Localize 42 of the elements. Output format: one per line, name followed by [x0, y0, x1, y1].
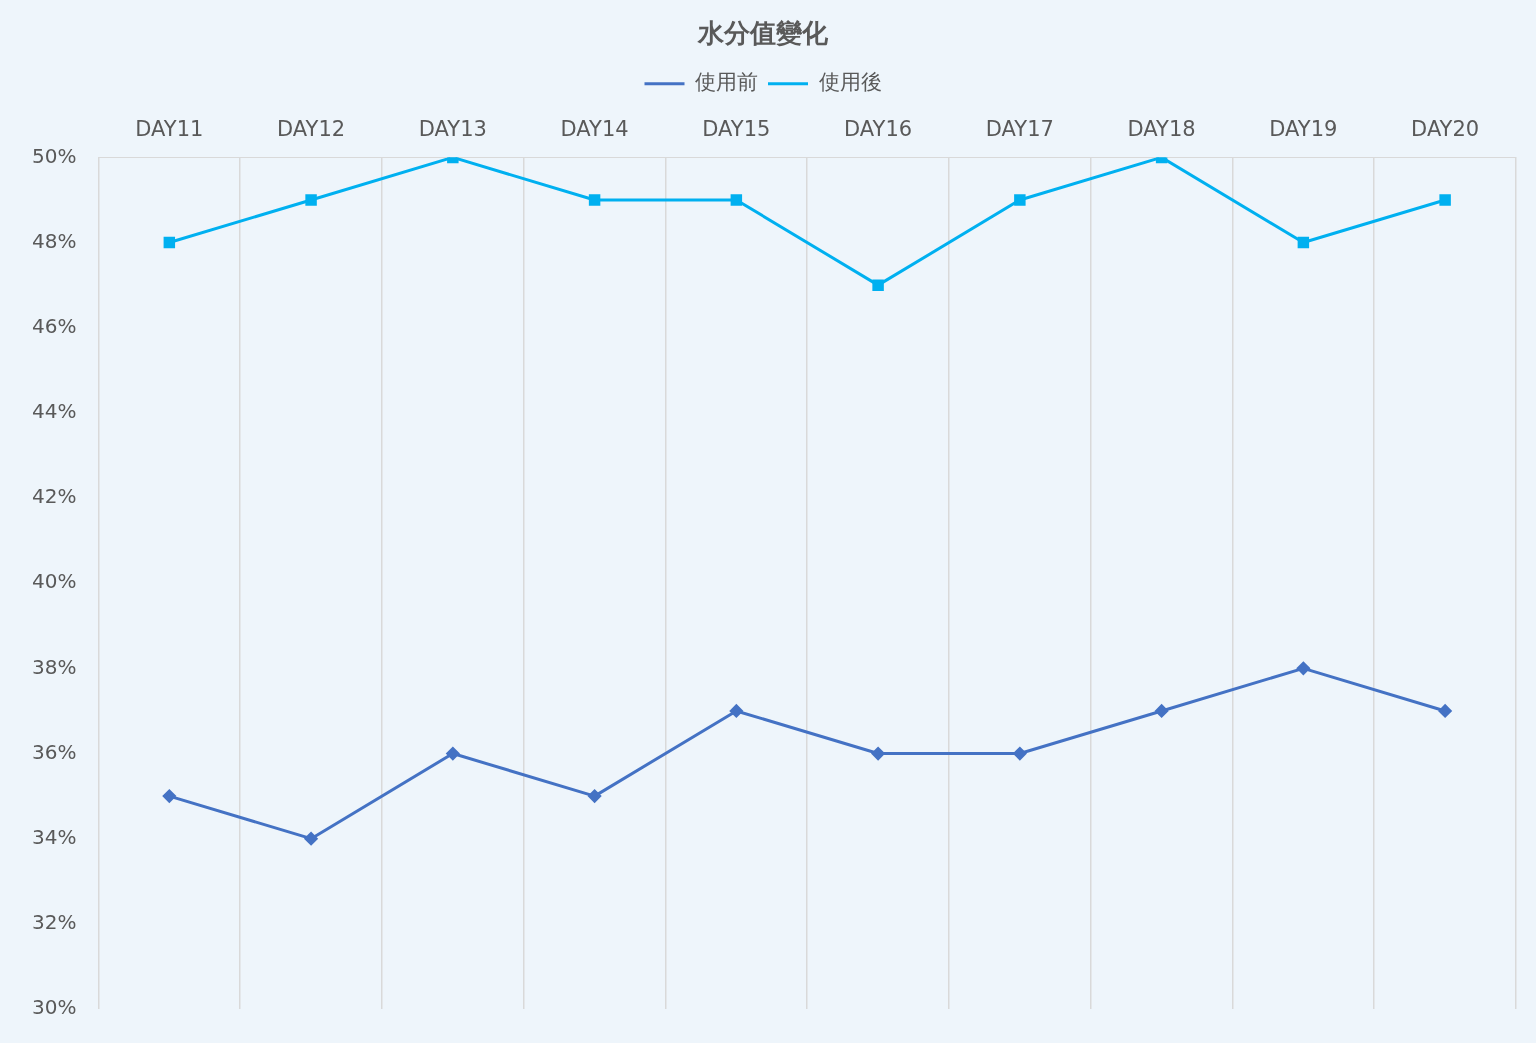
- point: [729, 704, 743, 718]
- point: [872, 279, 884, 291]
- y-tick-label: 32%: [32, 910, 77, 935]
- y-tick-label: 38%: [32, 654, 77, 679]
- legend-label: 使用後: [818, 70, 882, 95]
- point: [1013, 747, 1027, 761]
- x-tick-label: DAY20: [1411, 117, 1480, 142]
- y-tick-label: 30%: [32, 995, 77, 1020]
- point: [162, 789, 176, 803]
- y-tick-label: 34%: [32, 824, 77, 849]
- point: [304, 832, 318, 846]
- point: [1155, 704, 1169, 718]
- x-tick-label: DAY14: [560, 117, 629, 142]
- point: [730, 194, 743, 206]
- y-tick-label: 44%: [32, 399, 77, 424]
- point: [1296, 661, 1310, 675]
- x-tick-label: DAY16: [844, 117, 913, 142]
- y-tick-label: 36%: [32, 739, 77, 764]
- x-tick-label: DAY13: [418, 117, 487, 142]
- x-tick-label: DAY19: [1269, 117, 1338, 142]
- point: [305, 194, 317, 206]
- x-tick-label: DAY11: [135, 117, 204, 142]
- point: [1297, 236, 1310, 249]
- point: [446, 747, 460, 761]
- legend-label: 使用前: [695, 70, 758, 95]
- y-tick-label: 40%: [32, 569, 77, 594]
- point: [871, 747, 885, 761]
- y-tick-label: 46%: [32, 313, 77, 338]
- point: [588, 194, 601, 206]
- y-tick-label: 42%: [32, 484, 77, 509]
- y-tick-label: 50%: [32, 143, 77, 168]
- x-tick-label: DAY17: [985, 117, 1054, 142]
- point: [588, 789, 602, 803]
- x-tick-label: DAY12: [277, 117, 346, 142]
- x-tick-label: DAY15: [702, 117, 771, 142]
- point: [163, 236, 176, 249]
- point: [1014, 194, 1026, 206]
- point: [1438, 704, 1452, 718]
- chart-title: 水分值變化: [697, 18, 829, 49]
- x-tick-label: DAY18: [1127, 117, 1196, 142]
- point: [1439, 194, 1451, 206]
- y-tick-label: 48%: [32, 228, 77, 253]
